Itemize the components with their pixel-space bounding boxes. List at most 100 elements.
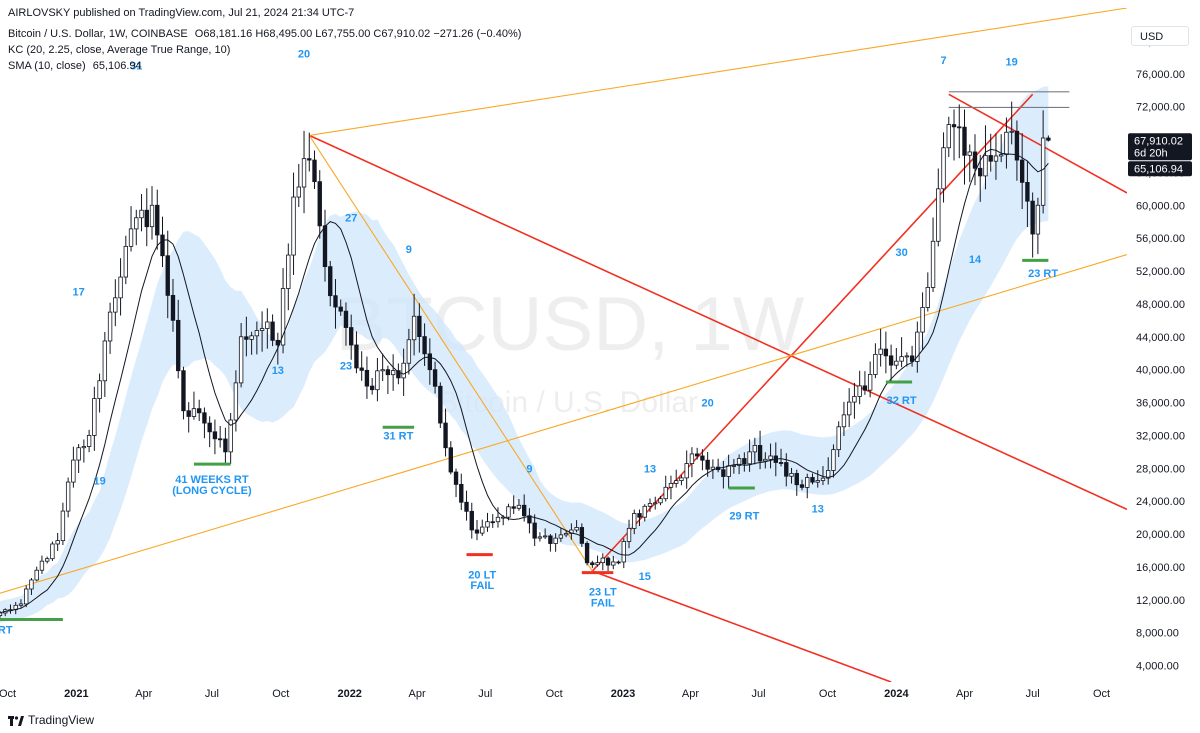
- candle: [1014, 120, 1020, 181]
- candle-body: [34, 569, 39, 581]
- candle-body: [878, 348, 883, 355]
- candle: [328, 260, 333, 307]
- candle: [233, 370, 239, 432]
- candle: [176, 299, 181, 379]
- candle: [0, 611, 3, 618]
- candle-body: [191, 408, 197, 417]
- candle: [44, 556, 50, 564]
- candle-body: [396, 370, 401, 379]
- candle: [820, 466, 826, 486]
- candle-body: [930, 240, 936, 288]
- candle-body: [867, 374, 873, 391]
- candle-body: [422, 336, 427, 355]
- candle-body: [794, 473, 799, 486]
- candle: [349, 314, 354, 360]
- tradingview-footer[interactable]: TradingView: [8, 713, 94, 727]
- candle: [841, 401, 847, 436]
- cycle-annotation: 20: [298, 48, 310, 60]
- time-tick-label: Oct: [272, 688, 289, 700]
- candle-body: [1035, 204, 1041, 235]
- kc-indicator-label[interactable]: KC (20, 2.25, close, Average True Range,…: [8, 44, 231, 56]
- candle: [254, 321, 260, 355]
- candle: [784, 453, 789, 487]
- candle: [134, 209, 139, 246]
- cycle-annotation: 13: [272, 365, 284, 377]
- candle-body: [343, 310, 349, 328]
- price-tick-label: 36,000.00: [1136, 398, 1185, 410]
- candle: [160, 216, 165, 268]
- candle-body: [448, 447, 453, 473]
- trend-line-red-3: [592, 570, 892, 682]
- candle-body: [55, 540, 60, 545]
- candle: [338, 299, 343, 316]
- candle-body: [632, 513, 637, 529]
- candle: [731, 458, 737, 474]
- candle: [191, 391, 197, 420]
- candle: [684, 450, 689, 489]
- cycle-annotation: FAIL: [591, 597, 615, 609]
- candle: [312, 150, 317, 190]
- candle: [317, 170, 322, 239]
- price-tag-text: 6d 20h: [1134, 147, 1168, 159]
- candle: [888, 344, 894, 381]
- candle: [406, 328, 412, 375]
- candle-body: [490, 521, 495, 524]
- candle-body: [1004, 131, 1009, 156]
- sma-indicator-label[interactable]: SMA (10, close) 65,106.94: [8, 60, 142, 72]
- candle: [794, 469, 799, 496]
- candle-body: [705, 459, 710, 470]
- sma-value: 65,106.94: [92, 60, 142, 72]
- candle-body: [1009, 130, 1014, 133]
- currency-button[interactable]: USD: [1131, 26, 1189, 46]
- candle: [291, 172, 296, 275]
- candle: [453, 468, 459, 498]
- candle: [296, 163, 301, 208]
- cycle-annotation: 17: [73, 287, 85, 299]
- candle-body: [212, 431, 218, 440]
- candle-body: [469, 510, 474, 531]
- candle: [563, 530, 569, 538]
- candle: [742, 452, 747, 472]
- candle: [852, 382, 857, 419]
- cycle-annotation: 23 RT: [1028, 268, 1058, 280]
- candle: [527, 508, 532, 534]
- candle-body: [836, 426, 841, 451]
- candle-body: [102, 340, 108, 382]
- trend-line-orange-6: [308, 135, 593, 572]
- sma-line: [0, 148, 1049, 614]
- price-tick-label: 40,000.00: [1136, 365, 1185, 377]
- candle-body: [810, 477, 815, 483]
- time-tick-label: Oct: [0, 688, 16, 700]
- candle: [24, 585, 29, 608]
- cycle-annotation: (LONG CYCLE): [172, 485, 252, 497]
- candle: [1019, 133, 1025, 210]
- candle-body: [333, 295, 338, 308]
- candle: [653, 496, 658, 510]
- candle: [810, 473, 815, 485]
- candle: [647, 498, 653, 512]
- candle: [831, 444, 836, 478]
- candle-body: [86, 435, 92, 447]
- candle-body: [506, 506, 511, 518]
- candle-body: [967, 151, 972, 156]
- candle-body: [296, 186, 301, 198]
- candle-body: [217, 438, 223, 441]
- candle-body: [736, 458, 742, 466]
- candle-body: [988, 155, 993, 162]
- trend-line-orange-4: [309, 8, 1127, 136]
- candle-body: [658, 498, 663, 504]
- candle: [1004, 117, 1009, 169]
- candle-body: [385, 369, 391, 376]
- candle: [904, 352, 910, 367]
- candle: [474, 519, 480, 541]
- candle-body: [537, 536, 543, 539]
- candle: [993, 133, 999, 180]
- candle: [202, 407, 207, 439]
- candle-body: [611, 561, 616, 566]
- cycle-annotation: 27: [345, 213, 357, 225]
- candle-body: [107, 311, 113, 342]
- candle-body: [375, 370, 380, 391]
- candle-body: [270, 321, 275, 341]
